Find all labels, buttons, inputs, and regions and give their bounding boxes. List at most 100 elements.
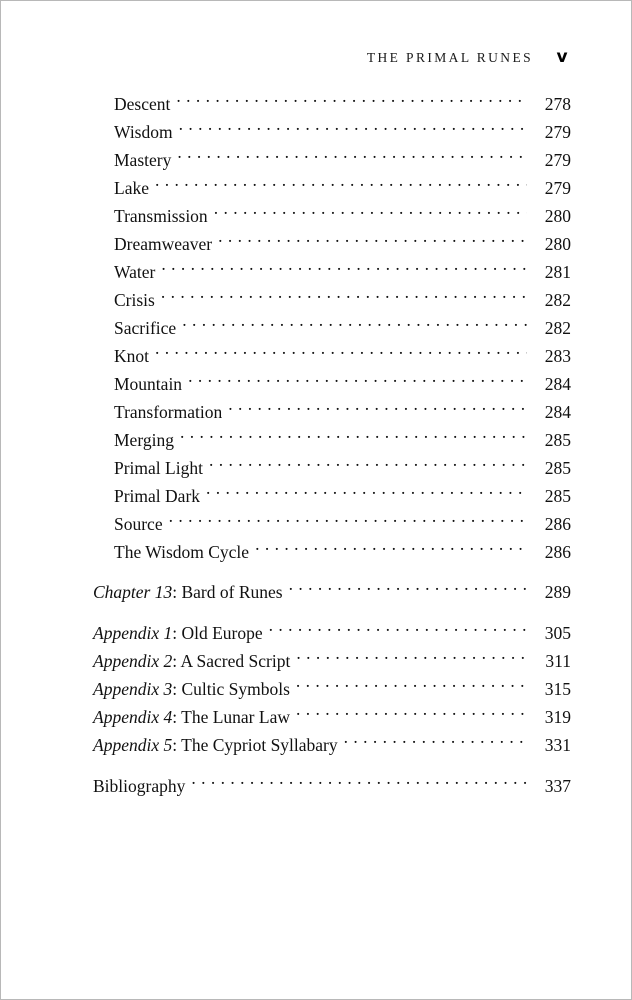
- dot-leader: [296, 678, 527, 696]
- toc-entry[interactable]: Knot 283: [93, 342, 571, 370]
- toc-entry[interactable]: Mountain 284: [93, 370, 571, 398]
- toc-entry-label: Appendix 5: The Cypriot Syllabary: [93, 731, 338, 759]
- toc-entry-number: Chapter 13: [93, 582, 173, 602]
- toc-entry-label: Crisis: [114, 290, 155, 310]
- dot-leader: [191, 775, 527, 793]
- toc-entry-title: : The Lunar Law: [172, 707, 290, 727]
- dot-leader: [344, 734, 527, 752]
- toc-entry-number: Appendix 5: [93, 735, 173, 755]
- toc-entry-page-number: 278: [544, 94, 571, 114]
- toc-entry[interactable]: Descent 278: [93, 90, 571, 118]
- toc-entry-label: Appendix 1: Old Europe: [93, 619, 263, 647]
- toc-entry[interactable]: Merging 285: [93, 426, 571, 454]
- dot-leader: [296, 650, 527, 668]
- dot-leader: [209, 457, 527, 475]
- toc-entry-label: Wisdom: [114, 122, 173, 142]
- page-folio-number: v: [556, 47, 568, 67]
- running-head: THE PRIMAL RUNES v: [93, 49, 571, 73]
- toc-entry-label: Transmission: [114, 206, 208, 226]
- toc-entry-title: : A Sacred Script: [172, 651, 291, 671]
- toc-entry-page-number: 282: [544, 290, 571, 310]
- toc-entry-label: Merging: [114, 430, 174, 450]
- dot-leader: [228, 401, 527, 419]
- toc-entry-page-number: 284: [544, 374, 571, 394]
- toc-entry-title: : Bard of Runes: [172, 582, 283, 602]
- dot-leader: [155, 345, 527, 363]
- toc-entry-page-number: 279: [544, 178, 571, 198]
- toc-entry[interactable]: Appendix 5: The Cypriot Syllabary 331: [93, 731, 571, 759]
- toc-entry-label: Appendix 4: The Lunar Law: [93, 703, 290, 731]
- toc-entry-label: Chapter 13: Bard of Runes: [93, 578, 283, 606]
- toc-entry[interactable]: Dreamweaver 280: [93, 230, 571, 258]
- toc-entry-label: Water: [114, 262, 156, 282]
- toc-entry-number: Appendix 2: [93, 651, 173, 671]
- dot-leader: [161, 289, 527, 307]
- dot-leader: [177, 149, 527, 167]
- toc-entry[interactable]: Crisis 282: [93, 286, 571, 314]
- dot-leader: [182, 317, 527, 335]
- dot-leader: [255, 541, 527, 559]
- toc-entry-label: Mountain: [114, 374, 183, 394]
- toc-entry-page-number: 305: [544, 623, 571, 643]
- toc-entry[interactable]: Transformation 284: [93, 398, 571, 426]
- toc-entry-page-number: 284: [544, 402, 571, 422]
- toc-entry-page-number: 281: [544, 262, 571, 282]
- toc-entry-label: Sacrifice: [114, 318, 177, 338]
- dot-leader: [296, 706, 527, 724]
- dot-leader: [169, 513, 527, 531]
- toc-entry-page-number: 283: [544, 346, 571, 366]
- toc-entry-page-number: 279: [544, 122, 571, 142]
- dot-leader: [161, 261, 527, 279]
- toc-entry-page-number: 286: [544, 542, 571, 562]
- toc-entry[interactable]: Primal Dark 285: [93, 482, 571, 510]
- toc-entry-label: The Wisdom Cycle: [114, 542, 250, 562]
- toc-entry-label: Primal Dark: [114, 486, 201, 506]
- toc-entry-page-number: 282: [544, 318, 571, 338]
- toc-entry[interactable]: Mastery 279: [93, 146, 571, 174]
- toc-entry-label: Descent: [114, 94, 171, 114]
- toc-entry-label: Transformation: [114, 402, 223, 422]
- toc-entry[interactable]: Sacrifice 282: [93, 314, 571, 342]
- toc-entry-page-number: 331: [544, 735, 571, 755]
- toc-entry-page-number: 285: [544, 486, 571, 506]
- toc-entry-label: Knot: [114, 346, 149, 366]
- toc-entry[interactable]: The Wisdom Cycle 286: [93, 538, 571, 566]
- toc-entry-number: Appendix 1: [93, 623, 173, 643]
- dot-leader: [269, 622, 527, 640]
- toc-entry[interactable]: Appendix 4: The Lunar Law 319: [93, 703, 571, 731]
- table-of-contents: Descent 278 Wisdom 279 Mastery 279 Lake 279 Tran…: [93, 90, 571, 800]
- dot-leader: [180, 429, 527, 447]
- toc-entry[interactable]: Appendix 3: Cultic Symbols 315: [93, 675, 571, 703]
- toc-entry-label: Lake: [114, 178, 149, 198]
- toc-entry-title: : Cultic Symbols: [172, 679, 290, 699]
- toc-entry-label: Dreamweaver: [114, 234, 213, 254]
- toc-entry-title: : Old Europe: [172, 623, 263, 643]
- toc-entry-page-number: 285: [544, 458, 571, 478]
- dot-leader: [214, 205, 527, 223]
- dot-leader: [176, 93, 527, 111]
- toc-entry[interactable]: Appendix 2: A Sacred Script 311: [93, 647, 571, 675]
- toc-entry[interactable]: Wisdom 279: [93, 118, 571, 146]
- dot-leader: [289, 581, 527, 599]
- toc-entry-title: : The Cypriot Syllabary: [172, 735, 338, 755]
- dot-leader: [155, 177, 527, 195]
- running-head-title: THE PRIMAL RUNES: [366, 50, 533, 65]
- toc-entry[interactable]: Transmission 280: [93, 202, 571, 230]
- toc-entry[interactable]: Lake 279: [93, 174, 571, 202]
- toc-entry[interactable]: Chapter 13: Bard of Runes 289: [93, 578, 571, 606]
- toc-entry-page-number: 315: [544, 679, 571, 699]
- dot-leader: [206, 485, 527, 503]
- group-spacer: [93, 606, 571, 619]
- toc-entry[interactable]: Source 286: [93, 510, 571, 538]
- toc-entry-label: Bibliography: [93, 776, 186, 796]
- toc-entry-page-number: 279: [544, 150, 571, 170]
- group-spacer: [93, 759, 571, 772]
- toc-entry-page-number: 285: [544, 430, 571, 450]
- toc-entry-label: Appendix 3: Cultic Symbols: [93, 675, 290, 703]
- toc-entry[interactable]: Bibliography 337: [93, 772, 571, 800]
- toc-entry[interactable]: Primal Light 285: [93, 454, 571, 482]
- toc-entry-label: Mastery: [114, 150, 172, 170]
- toc-entry[interactable]: Appendix 1: Old Europe 305: [93, 619, 571, 647]
- toc-entry[interactable]: Water 281: [93, 258, 571, 286]
